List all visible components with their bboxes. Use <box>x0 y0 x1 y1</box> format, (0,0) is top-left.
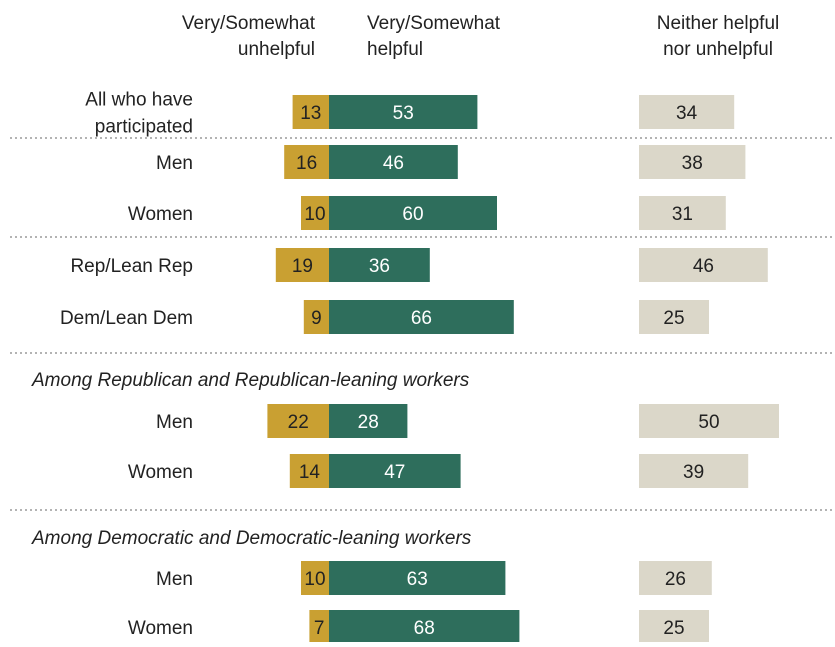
label-unhelpful-3: 10 <box>304 204 325 225</box>
bar-neither-3 <box>639 196 726 230</box>
bar-neither-8 <box>639 561 712 595</box>
bar-unhelpful-1 <box>292 95 329 129</box>
header-unhelpful-line-2: unhelpful <box>238 39 315 60</box>
bar-neither-9 <box>639 610 709 644</box>
label-helpful-5: 66 <box>411 308 432 329</box>
bar-unhelpful-9 <box>309 610 329 644</box>
row-label-2: Men <box>156 153 193 174</box>
label-helpful-4: 36 <box>369 256 390 277</box>
label-helpful-7: 47 <box>384 462 405 483</box>
header-helpful-line-2: helpful <box>367 39 423 60</box>
label-helpful-8: 63 <box>407 569 428 590</box>
label-helpful-1: 53 <box>393 103 414 124</box>
label-helpful-2: 46 <box>383 153 404 174</box>
bar-neither-5 <box>639 300 709 334</box>
label-helpful-6: 28 <box>358 412 379 433</box>
bar-unhelpful-5 <box>303 300 329 334</box>
row-label-4: Rep/Lean Rep <box>70 256 193 277</box>
section-title-1: Among Republican and Republican-leaning … <box>31 370 470 391</box>
row-label-3: Women <box>128 204 193 225</box>
bar-unhelpful-6 <box>267 404 329 438</box>
bar-neither-1 <box>639 95 735 129</box>
bar-helpful-3 <box>329 196 497 230</box>
bar-neither-6 <box>639 404 779 438</box>
bar-helpful-9 <box>329 610 520 644</box>
header-helpful-line-1: Very/Somewhat <box>367 13 501 34</box>
label-neither-5: 25 <box>663 308 684 329</box>
bar-unhelpful-7 <box>289 454 329 488</box>
label-neither-2: 38 <box>682 153 703 174</box>
label-neither-3: 31 <box>672 204 693 225</box>
row-label-9: Women <box>128 618 193 639</box>
label-unhelpful-9: 7 <box>314 618 325 639</box>
bar-helpful-4 <box>329 248 430 282</box>
label-unhelpful-8: 10 <box>304 569 325 590</box>
header-unhelpful-line-1: Very/Somewhat <box>182 13 316 34</box>
bar-neither-2 <box>639 145 746 179</box>
label-unhelpful-6: 22 <box>288 412 309 433</box>
label-neither-4: 46 <box>693 256 714 277</box>
section-title-2: Among Democratic and Democratic-leaning … <box>31 528 472 549</box>
label-neither-7: 39 <box>683 462 704 483</box>
bar-helpful-5 <box>329 300 514 334</box>
row-label-1-line-1: All who have <box>85 90 193 111</box>
row-label-7: Women <box>128 462 193 483</box>
row-label-1-line-2: participated <box>95 117 193 138</box>
bar-helpful-8 <box>329 561 506 595</box>
label-helpful-9: 68 <box>414 618 435 639</box>
label-unhelpful-5: 9 <box>311 308 322 329</box>
label-neither-9: 25 <box>663 618 684 639</box>
row-label-8: Men <box>156 569 193 590</box>
header-neither-line-1: Neither helpful <box>657 13 780 34</box>
label-neither-1: 34 <box>676 103 698 124</box>
bar-helpful-6 <box>329 404 408 438</box>
row-label-5: Dem/Lean Dem <box>60 308 193 329</box>
bar-unhelpful-2 <box>284 145 329 179</box>
label-unhelpful-2: 16 <box>296 153 317 174</box>
bar-helpful-2 <box>329 145 458 179</box>
row-label-6: Men <box>156 412 193 433</box>
bar-neither-7 <box>639 454 749 488</box>
bar-unhelpful-3 <box>301 196 329 230</box>
label-neither-6: 50 <box>698 412 719 433</box>
label-helpful-3: 60 <box>402 204 423 225</box>
bar-unhelpful-4 <box>275 248 329 282</box>
bar-helpful-7 <box>329 454 461 488</box>
label-neither-8: 26 <box>665 569 686 590</box>
label-unhelpful-7: 14 <box>299 462 321 483</box>
header-neither-line-2: nor unhelpful <box>663 39 773 60</box>
bar-unhelpful-8 <box>301 561 329 595</box>
label-unhelpful-1: 13 <box>300 103 321 124</box>
label-unhelpful-4: 19 <box>292 256 313 277</box>
bar-neither-4 <box>639 248 768 282</box>
bar-helpful-1 <box>329 95 478 129</box>
